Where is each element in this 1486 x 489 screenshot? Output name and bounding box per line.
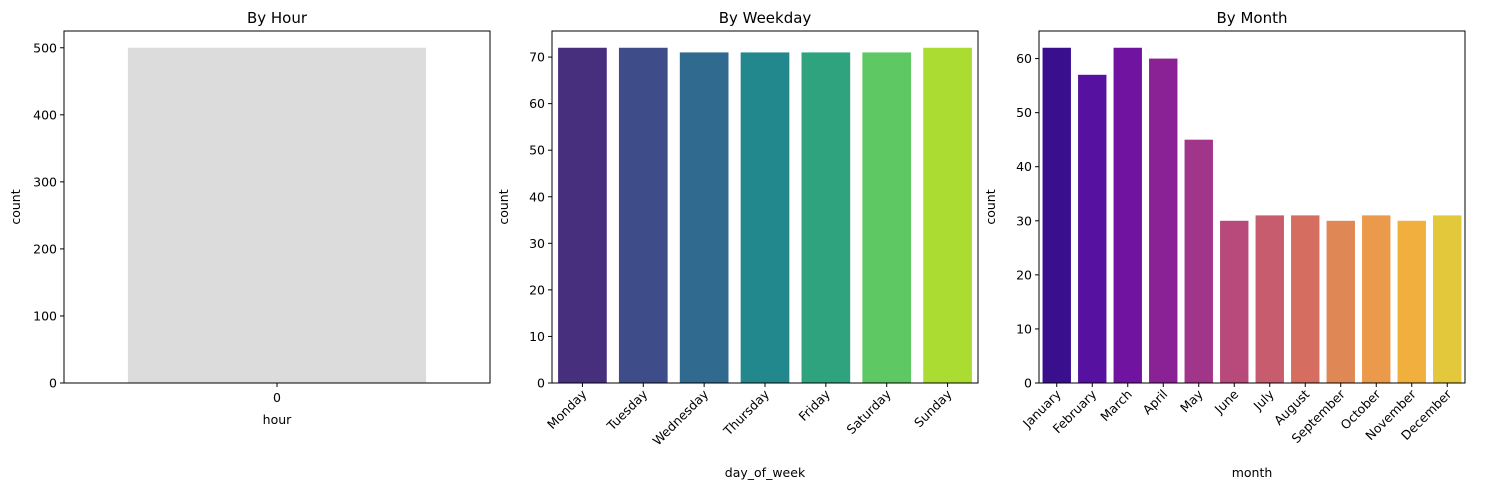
bar-september (1326, 220, 1355, 383)
x-tick-label: Saturday (843, 386, 894, 437)
x-tick-label: Monday (544, 386, 590, 432)
x-tick-label: Wednesday (649, 386, 711, 448)
x-tick-label: 0 (273, 390, 281, 405)
bar-november (1397, 220, 1426, 383)
y-tick-label: 50 (1016, 105, 1032, 120)
y-tick-label: 20 (1016, 267, 1032, 282)
x-tick-label: June (1211, 386, 1242, 417)
y-axis-label: count (496, 189, 511, 224)
bar-sunday (923, 47, 972, 384)
bar-february (1078, 74, 1107, 383)
x-axis-label: month (1232, 465, 1273, 480)
x-tick-label: March (1097, 387, 1135, 425)
bar-friday (801, 52, 851, 383)
bar-monday (558, 47, 607, 384)
chart-panel-1: 0 100 200 300 400 500 0 By Hour hour count (8, 9, 491, 427)
bar-tuesday (618, 47, 668, 384)
bar-wednesday (679, 52, 729, 383)
x-tick-label: July (1250, 386, 1278, 414)
y-tick-label: 30 (529, 236, 545, 251)
y-tick-label: 60 (1016, 51, 1032, 66)
bar-december (1433, 215, 1462, 383)
y-tick-label: 70 (529, 50, 545, 65)
y-axis-label: count (8, 189, 23, 224)
x-tick-label: May (1177, 386, 1206, 415)
y-tick-label: 0 (49, 376, 57, 391)
y-tick-label: 500 (33, 40, 57, 55)
y-tick-label: 40 (1016, 159, 1032, 174)
y-tick-label: 10 (1016, 321, 1032, 336)
bar-thursday (740, 52, 790, 383)
x-axis-label: hour (263, 412, 292, 427)
bar-june (1220, 220, 1249, 383)
y-tick-label: 40 (529, 189, 545, 204)
plot-frame (1038, 30, 1466, 384)
bar-october (1362, 215, 1391, 383)
x-axis-label: day_of_week (725, 465, 806, 480)
y-tick-label: 100 (33, 308, 57, 323)
y-tick-label: 50 (529, 143, 545, 158)
bar-april (1149, 58, 1178, 383)
x-tick-label: Thursday (720, 386, 773, 439)
x-tick-label: April (1140, 387, 1171, 418)
y-tick-label: 400 (33, 107, 57, 122)
bar-august (1291, 215, 1320, 383)
y-tick-label: 200 (33, 241, 57, 256)
y-tick-label: 30 (1016, 213, 1032, 228)
y-tick-label: 0 (1024, 376, 1032, 391)
y-axis-label: count (983, 189, 998, 224)
bar-july (1255, 215, 1284, 383)
y-tick-label: 60 (529, 96, 545, 111)
x-tick-label: Tuesday (603, 386, 651, 434)
chart-title: By Weekday (719, 9, 812, 27)
chart-title: By Month (1217, 9, 1288, 27)
bar-january (1042, 47, 1071, 384)
bar-may (1184, 139, 1213, 383)
chart-title: By Hour (247, 9, 308, 27)
y-tick-label: 10 (529, 329, 545, 344)
bar-0 (127, 47, 427, 384)
bar-saturday (862, 52, 912, 383)
x-tick-label: Sunday (911, 386, 955, 430)
chart-panel-2: 0 10 20 30 40 50 60 70 Monday Tuesday Wednesday Thu… (496, 9, 979, 480)
y-tick-label: 20 (529, 282, 545, 297)
y-tick-label: 0 (537, 376, 545, 391)
x-tick-label: Friday (796, 386, 834, 424)
y-tick-label: 300 (33, 174, 57, 189)
bar-march (1113, 47, 1142, 384)
